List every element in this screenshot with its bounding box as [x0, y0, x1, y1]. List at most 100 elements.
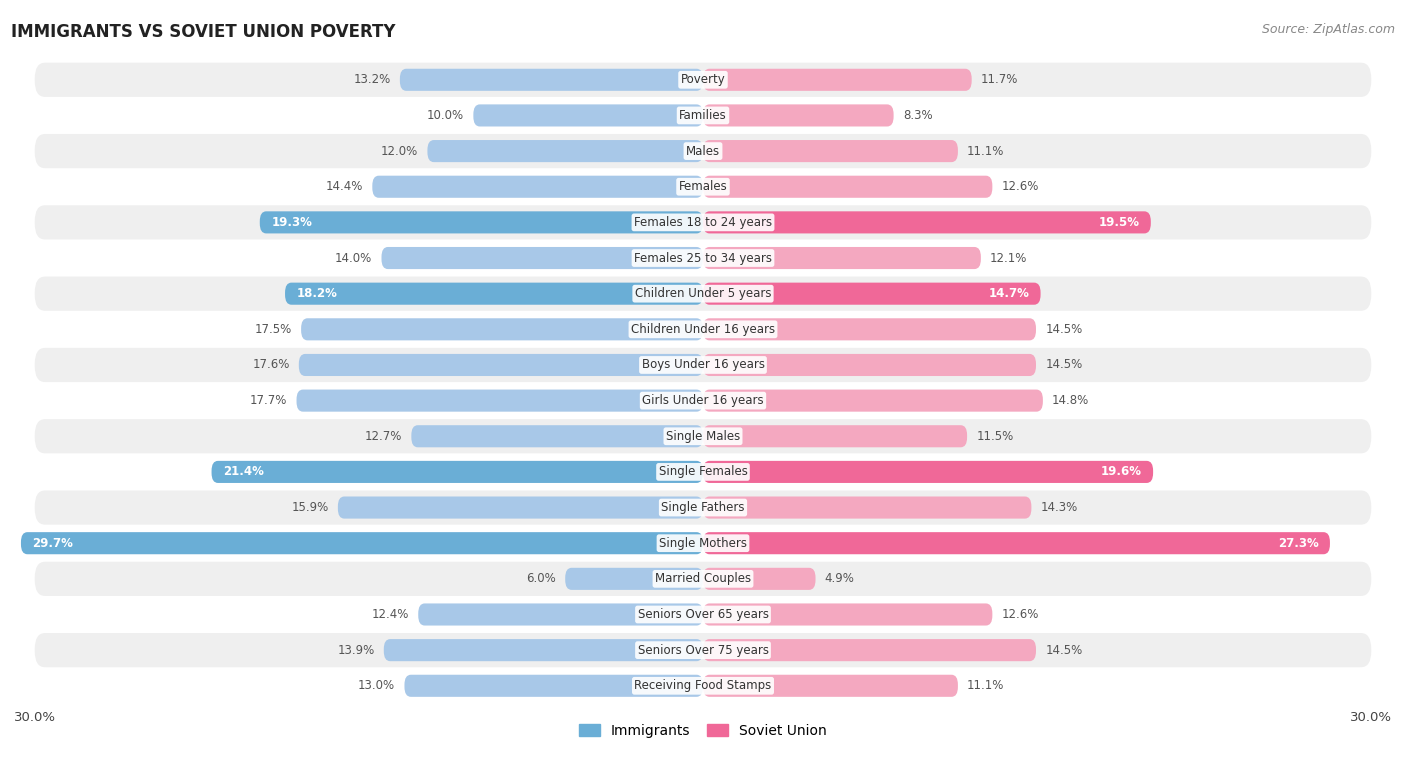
- Text: 4.9%: 4.9%: [825, 572, 855, 585]
- FancyBboxPatch shape: [405, 675, 703, 697]
- Text: 18.2%: 18.2%: [297, 287, 337, 300]
- FancyBboxPatch shape: [35, 205, 1371, 240]
- FancyBboxPatch shape: [285, 283, 703, 305]
- FancyBboxPatch shape: [260, 211, 703, 233]
- FancyBboxPatch shape: [703, 318, 1036, 340]
- FancyBboxPatch shape: [703, 639, 1036, 661]
- Text: Girls Under 16 years: Girls Under 16 years: [643, 394, 763, 407]
- FancyBboxPatch shape: [703, 140, 957, 162]
- FancyBboxPatch shape: [35, 669, 1371, 703]
- Text: Single Females: Single Females: [658, 465, 748, 478]
- Text: Families: Families: [679, 109, 727, 122]
- FancyBboxPatch shape: [297, 390, 703, 412]
- FancyBboxPatch shape: [35, 241, 1371, 275]
- Text: 12.6%: 12.6%: [1001, 180, 1039, 193]
- Text: 12.1%: 12.1%: [990, 252, 1028, 265]
- Text: 14.4%: 14.4%: [326, 180, 363, 193]
- Legend: Immigrants, Soviet Union: Immigrants, Soviet Union: [575, 719, 831, 742]
- FancyBboxPatch shape: [35, 526, 1371, 560]
- Text: 12.7%: 12.7%: [364, 430, 402, 443]
- FancyBboxPatch shape: [35, 633, 1371, 667]
- FancyBboxPatch shape: [35, 490, 1371, 525]
- FancyBboxPatch shape: [35, 277, 1371, 311]
- Text: 27.3%: 27.3%: [1278, 537, 1319, 550]
- Text: 13.9%: 13.9%: [337, 644, 374, 656]
- Text: Females 25 to 34 years: Females 25 to 34 years: [634, 252, 772, 265]
- FancyBboxPatch shape: [565, 568, 703, 590]
- FancyBboxPatch shape: [474, 105, 703, 127]
- Text: 14.7%: 14.7%: [988, 287, 1029, 300]
- FancyBboxPatch shape: [703, 105, 894, 127]
- FancyBboxPatch shape: [373, 176, 703, 198]
- Text: 12.4%: 12.4%: [371, 608, 409, 621]
- Text: 8.3%: 8.3%: [903, 109, 932, 122]
- FancyBboxPatch shape: [703, 211, 1152, 233]
- Text: 14.0%: 14.0%: [335, 252, 373, 265]
- Text: 14.5%: 14.5%: [1045, 644, 1083, 656]
- FancyBboxPatch shape: [427, 140, 703, 162]
- Text: 11.5%: 11.5%: [976, 430, 1014, 443]
- Text: Females 18 to 24 years: Females 18 to 24 years: [634, 216, 772, 229]
- Text: Single Fathers: Single Fathers: [661, 501, 745, 514]
- Text: Children Under 5 years: Children Under 5 years: [634, 287, 772, 300]
- Text: 17.7%: 17.7%: [250, 394, 287, 407]
- FancyBboxPatch shape: [703, 675, 957, 697]
- Text: Females: Females: [679, 180, 727, 193]
- Text: 30.0%: 30.0%: [1350, 712, 1392, 725]
- Text: Receiving Food Stamps: Receiving Food Stamps: [634, 679, 772, 692]
- FancyBboxPatch shape: [35, 597, 1371, 631]
- Text: Poverty: Poverty: [681, 74, 725, 86]
- Text: 11.7%: 11.7%: [981, 74, 1018, 86]
- Text: 19.3%: 19.3%: [271, 216, 312, 229]
- Text: 15.9%: 15.9%: [291, 501, 329, 514]
- Text: 11.1%: 11.1%: [967, 145, 1004, 158]
- Text: 17.5%: 17.5%: [254, 323, 292, 336]
- Text: Males: Males: [686, 145, 720, 158]
- FancyBboxPatch shape: [211, 461, 703, 483]
- Text: 30.0%: 30.0%: [14, 712, 56, 725]
- FancyBboxPatch shape: [703, 176, 993, 198]
- FancyBboxPatch shape: [703, 603, 993, 625]
- Text: 12.0%: 12.0%: [381, 145, 418, 158]
- Text: 11.1%: 11.1%: [967, 679, 1004, 692]
- Text: Children Under 16 years: Children Under 16 years: [631, 323, 775, 336]
- Text: 14.3%: 14.3%: [1040, 501, 1078, 514]
- Text: 13.0%: 13.0%: [359, 679, 395, 692]
- Text: 12.6%: 12.6%: [1001, 608, 1039, 621]
- Text: 10.0%: 10.0%: [427, 109, 464, 122]
- FancyBboxPatch shape: [703, 568, 815, 590]
- FancyBboxPatch shape: [35, 348, 1371, 382]
- FancyBboxPatch shape: [703, 532, 1330, 554]
- FancyBboxPatch shape: [35, 63, 1371, 97]
- Text: Boys Under 16 years: Boys Under 16 years: [641, 359, 765, 371]
- Text: 13.2%: 13.2%: [353, 74, 391, 86]
- FancyBboxPatch shape: [412, 425, 703, 447]
- FancyBboxPatch shape: [703, 69, 972, 91]
- FancyBboxPatch shape: [703, 390, 1043, 412]
- Text: 14.5%: 14.5%: [1045, 323, 1083, 336]
- FancyBboxPatch shape: [418, 603, 703, 625]
- FancyBboxPatch shape: [703, 247, 981, 269]
- Text: 14.5%: 14.5%: [1045, 359, 1083, 371]
- FancyBboxPatch shape: [35, 384, 1371, 418]
- Text: 29.7%: 29.7%: [32, 537, 73, 550]
- FancyBboxPatch shape: [301, 318, 703, 340]
- FancyBboxPatch shape: [299, 354, 703, 376]
- Text: 17.6%: 17.6%: [252, 359, 290, 371]
- FancyBboxPatch shape: [21, 532, 703, 554]
- Text: Married Couples: Married Couples: [655, 572, 751, 585]
- FancyBboxPatch shape: [384, 639, 703, 661]
- FancyBboxPatch shape: [35, 170, 1371, 204]
- FancyBboxPatch shape: [35, 312, 1371, 346]
- FancyBboxPatch shape: [703, 496, 1032, 518]
- Text: 21.4%: 21.4%: [224, 465, 264, 478]
- FancyBboxPatch shape: [35, 455, 1371, 489]
- Text: 14.8%: 14.8%: [1052, 394, 1090, 407]
- Text: Source: ZipAtlas.com: Source: ZipAtlas.com: [1261, 23, 1395, 36]
- Text: 6.0%: 6.0%: [526, 572, 555, 585]
- Text: IMMIGRANTS VS SOVIET UNION POVERTY: IMMIGRANTS VS SOVIET UNION POVERTY: [11, 23, 395, 41]
- FancyBboxPatch shape: [337, 496, 703, 518]
- FancyBboxPatch shape: [703, 461, 1153, 483]
- FancyBboxPatch shape: [35, 419, 1371, 453]
- FancyBboxPatch shape: [703, 425, 967, 447]
